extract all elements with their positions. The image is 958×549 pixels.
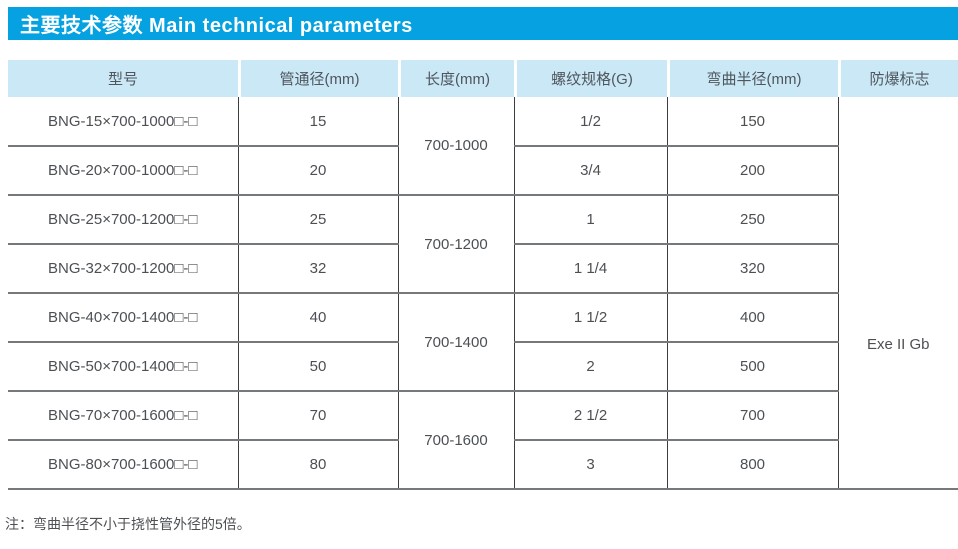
model-cell: BNG-80×700-1600□-□ — [8, 439, 238, 490]
model-cell: BNG-50×700-1400□-□ — [8, 341, 238, 391]
table-row: BNG-25×700-1200□-□ 25 700-1200 1 250 — [8, 194, 958, 293]
radius-cell: 320 — [666, 243, 838, 293]
table-row: BNG-80×700-1600□-□ 80 3 800 — [8, 439, 958, 490]
length-cell: 700-1200 — [397, 194, 514, 293]
radius-cell: 250 — [666, 194, 838, 244]
table-row: BNG-50×700-1400□-□ 50 2 500 — [8, 341, 958, 391]
thread-cell: 2 — [513, 341, 667, 391]
radius-cell: 400 — [666, 292, 838, 342]
explosion-mark-cell: Exe II Gb — [837, 97, 958, 490]
table-header-row: 型号 管通径(mm) 长度(mm) 螺纹规格(G) 弯曲半径(mm) 防爆标志 — [8, 60, 958, 97]
diameter-cell: 15 — [237, 97, 398, 146]
diameter-cell: 80 — [237, 439, 398, 490]
diameter-cell: 32 — [237, 243, 398, 293]
column-header: 长度(mm) — [398, 60, 514, 97]
section-title: 主要技术参数 Main technical parameters — [20, 15, 413, 37]
diameter-cell: 70 — [237, 390, 398, 440]
table-row: BNG-70×700-1600□-□ 70 700-1600 2 1/2 700 — [8, 390, 958, 490]
model-cell: BNG-15×700-1000□-□ — [48, 112, 198, 130]
radius-cell: 700 — [666, 390, 838, 440]
radius-cell: 500 — [666, 341, 838, 391]
thread-cell: 3/4 — [513, 145, 667, 195]
length-cell: 700-1600 — [397, 390, 514, 490]
thread-cell: 1 — [513, 194, 667, 244]
thread-cell: 1 1/2 — [513, 292, 667, 342]
thread-cell: 1 1/4 — [513, 243, 667, 293]
model-cell: BNG-20×700-1000□-□ — [8, 145, 238, 195]
diameter-cell: 25 — [237, 194, 398, 244]
diameter-cell: 50 — [237, 341, 398, 391]
radius-cell: 800 — [666, 439, 838, 490]
length-cell: 700-1400 — [397, 292, 514, 391]
diameter-cell: 20 — [237, 145, 398, 195]
column-header: 防爆标志 — [838, 60, 958, 97]
column-header: 弯曲半径(mm) — [667, 60, 838, 97]
footnote: 注：弯曲半径不小于挠性管外径的5倍。 — [5, 516, 251, 532]
radius-cell: 150 — [666, 97, 838, 146]
parameters-table: BNG-15×700-1000□-□ 15 700-1000 1/2 150 Exe II… — [8, 97, 958, 490]
model-cell: BNG-25×700-1200□-□ — [8, 194, 238, 244]
table-row: BNG-32×700-1200□-□ 32 1 1/4 320 — [8, 243, 958, 293]
thread-cell: 2 1/2 — [513, 390, 667, 440]
model-cell: BNG-70×700-1600□-□ — [8, 390, 238, 440]
radius-cell: 200 — [666, 145, 838, 195]
column-header: 螺纹规格(G) — [514, 60, 667, 97]
section-title-bar: 主要技术参数 Main technical parameters — [8, 7, 958, 40]
parameters-table-wrap: 型号 管通径(mm) 长度(mm) 螺纹规格(G) 弯曲半径(mm) 防爆标志 BNG-1… — [8, 60, 958, 490]
diameter-cell: 40 — [237, 292, 398, 342]
model-cell: BNG-40×700-1400□-□ — [8, 292, 238, 342]
model-cell: BNG-32×700-1200□-□ — [8, 243, 238, 293]
thread-cell: 3 — [513, 439, 667, 490]
length-cell: 700-1000 — [397, 97, 514, 195]
table-row: BNG-15×700-1000□-□ 15 700-1000 1/2 150 Exe II… — [8, 97, 958, 490]
table-row: BNG-40×700-1400□-□ 40 700-1400 1 1/2 400 — [8, 292, 958, 391]
thread-cell: 1/2 — [513, 97, 667, 146]
table-row: BNG-20×700-1000□-□ 20 3/4 200 — [8, 145, 958, 195]
column-header: 管通径(mm) — [238, 60, 398, 97]
column-header: 型号 — [8, 60, 238, 97]
